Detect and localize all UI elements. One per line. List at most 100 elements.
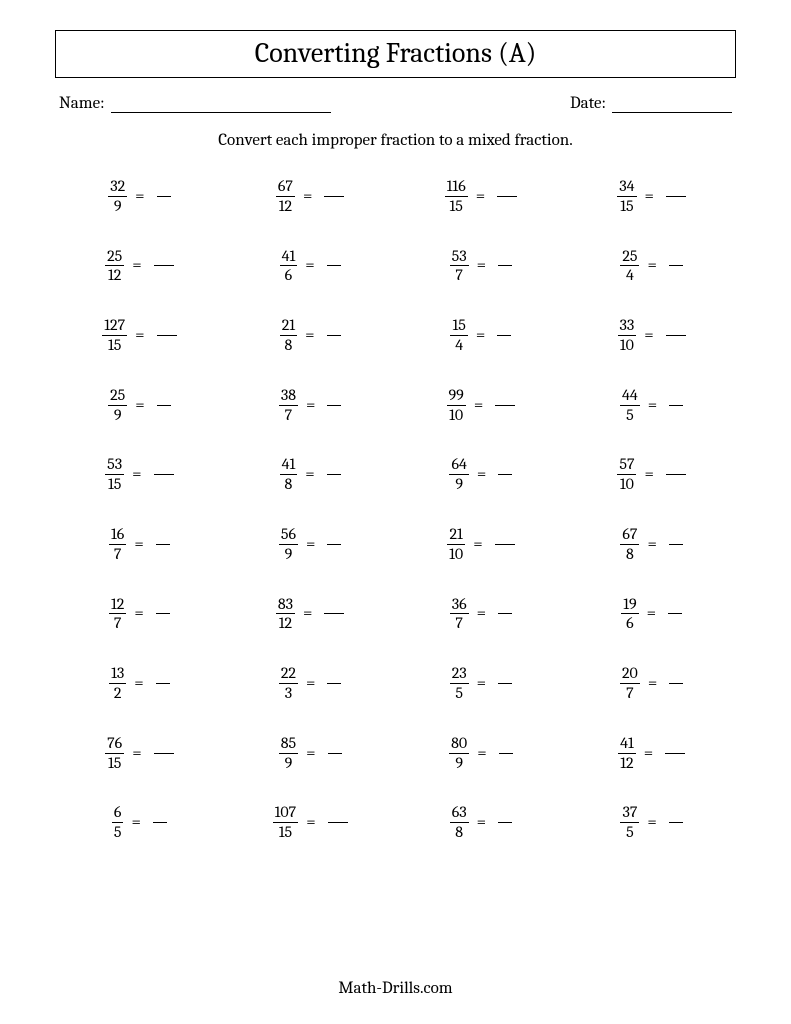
- answer-blank[interactable]: [494, 812, 512, 833]
- answer-blank[interactable]: [665, 812, 683, 833]
- answer-fraction-blank[interactable]: [157, 395, 171, 416]
- answer-blank[interactable]: [494, 255, 512, 276]
- answer-fraction-blank[interactable]: [669, 255, 683, 276]
- answer-blank[interactable]: [323, 325, 341, 346]
- denominator: 12: [618, 753, 636, 772]
- answer-fraction-blank[interactable]: [666, 186, 686, 207]
- answer-blank[interactable]: [494, 464, 512, 485]
- answer-fraction-blank[interactable]: [499, 743, 513, 764]
- answer-blank[interactable]: [150, 743, 174, 764]
- answer-blank[interactable]: [320, 186, 344, 207]
- answer-fraction-blank[interactable]: [328, 743, 342, 764]
- answer-blank[interactable]: [323, 255, 341, 276]
- answer-blank[interactable]: [491, 395, 515, 416]
- answer-fraction-blank[interactable]: [497, 186, 517, 207]
- answer-blank[interactable]: [150, 464, 174, 485]
- problem-cell: 10715=: [230, 804, 391, 841]
- answer-fraction-blank[interactable]: [154, 743, 174, 764]
- answer-blank[interactable]: [152, 603, 170, 624]
- answer-fraction-blank[interactable]: [327, 395, 341, 416]
- answer-blank[interactable]: [150, 255, 174, 276]
- answer-blank[interactable]: [149, 812, 167, 833]
- answer-blank[interactable]: [665, 673, 683, 694]
- answer-blank[interactable]: [153, 395, 171, 416]
- answer-fraction-blank[interactable]: [156, 603, 170, 624]
- answer-fraction-blank[interactable]: [498, 812, 512, 833]
- improper-fraction: 3310: [618, 317, 637, 354]
- answer-blank[interactable]: [662, 464, 686, 485]
- answer-fraction-blank[interactable]: [324, 186, 344, 207]
- answer-fraction-blank[interactable]: [327, 464, 341, 485]
- answer-blank[interactable]: [493, 325, 511, 346]
- improper-fraction: 127: [109, 596, 126, 633]
- answer-blank[interactable]: [152, 534, 170, 555]
- answer-blank[interactable]: [665, 534, 683, 555]
- answer-fraction-blank[interactable]: [666, 464, 686, 485]
- answer-blank[interactable]: [323, 464, 341, 485]
- denominator: 8: [450, 822, 469, 841]
- answer-blank[interactable]: [491, 534, 515, 555]
- answer-blank[interactable]: [152, 673, 170, 694]
- answer-fraction-blank[interactable]: [665, 743, 685, 764]
- answer-blank[interactable]: [661, 743, 685, 764]
- problems-grid: 329=6712=11615=3415=2512=416=537=254=127…: [55, 178, 736, 841]
- answer-fraction-blank[interactable]: [327, 255, 341, 276]
- answer-blank[interactable]: [153, 325, 177, 346]
- answer-fraction-blank[interactable]: [327, 325, 341, 346]
- answer-blank[interactable]: [493, 186, 517, 207]
- answer-fraction-blank[interactable]: [669, 673, 683, 694]
- answer-blank[interactable]: [494, 673, 512, 694]
- equals-sign: =: [474, 396, 483, 415]
- denominator: 5: [112, 822, 124, 841]
- answer-fraction-blank[interactable]: [327, 534, 341, 555]
- answer-fraction-blank[interactable]: [157, 325, 177, 346]
- answer-fraction-blank[interactable]: [666, 325, 686, 346]
- numerator: 16: [109, 526, 126, 544]
- numerator: 37: [620, 804, 639, 822]
- answer-fraction-blank[interactable]: [157, 186, 171, 207]
- answer-blank[interactable]: [662, 186, 686, 207]
- equals-sign: =: [303, 604, 312, 623]
- answer-blank[interactable]: [323, 395, 341, 416]
- problem-cell: 3415=: [571, 178, 732, 215]
- answer-fraction-blank[interactable]: [498, 603, 512, 624]
- answer-blank[interactable]: [153, 186, 171, 207]
- date-blank-line[interactable]: [612, 95, 732, 113]
- answer-blank[interactable]: [323, 673, 341, 694]
- answer-fraction-blank[interactable]: [154, 255, 174, 276]
- answer-blank[interactable]: [320, 603, 344, 624]
- answer-fraction-blank[interactable]: [328, 812, 348, 833]
- answer-fraction-blank[interactable]: [668, 603, 682, 624]
- numerator: 53: [105, 456, 124, 474]
- answer-fraction-blank[interactable]: [669, 395, 683, 416]
- numerator: 32: [108, 178, 127, 196]
- answer-blank[interactable]: [495, 743, 513, 764]
- numerator: 41: [618, 735, 636, 753]
- answer-blank[interactable]: [665, 255, 683, 276]
- answer-fraction-blank[interactable]: [495, 534, 515, 555]
- answer-fraction-blank[interactable]: [154, 464, 174, 485]
- answer-fraction-blank[interactable]: [669, 534, 683, 555]
- answer-fraction-blank[interactable]: [498, 464, 512, 485]
- answer-fraction-blank[interactable]: [156, 673, 170, 694]
- answer-blank[interactable]: [323, 534, 341, 555]
- answer-fraction-blank[interactable]: [495, 395, 515, 416]
- numerator: 23: [450, 665, 469, 683]
- equals-sign: =: [306, 396, 315, 415]
- answer-blank[interactable]: [324, 812, 348, 833]
- answer-fraction-blank[interactable]: [498, 255, 512, 276]
- answer-fraction-blank[interactable]: [327, 673, 341, 694]
- answer-blank[interactable]: [494, 603, 512, 624]
- answer-blank[interactable]: [324, 743, 342, 764]
- answer-fraction-blank[interactable]: [156, 534, 170, 555]
- answer-blank[interactable]: [665, 395, 683, 416]
- name-blank-line[interactable]: [111, 95, 331, 113]
- answer-fraction-blank[interactable]: [324, 603, 344, 624]
- answer-blank[interactable]: [664, 603, 682, 624]
- answer-fraction-blank[interactable]: [498, 673, 512, 694]
- denominator: 10: [617, 474, 636, 493]
- answer-blank[interactable]: [662, 325, 686, 346]
- answer-fraction-blank[interactable]: [669, 812, 683, 833]
- answer-fraction-blank[interactable]: [153, 812, 167, 833]
- answer-fraction-blank[interactable]: [497, 325, 511, 346]
